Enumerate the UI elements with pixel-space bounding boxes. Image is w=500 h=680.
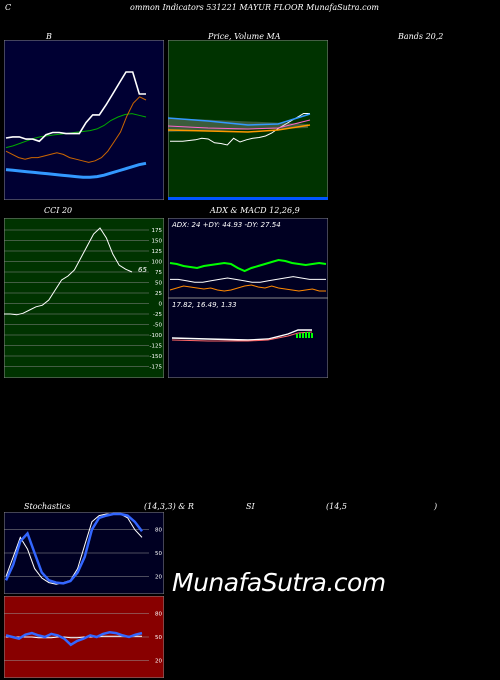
stoch-title-a: Stochastics	[24, 502, 71, 511]
ma-line-pink	[168, 119, 311, 130]
stoch-title-b: (14,3,3) & R	[144, 502, 194, 511]
adx-bg	[168, 218, 328, 298]
cci-tick-label: 175	[152, 228, 163, 234]
rsi-line	[5, 631, 143, 647]
cci-gridlines	[4, 229, 149, 367]
price-title: Price, Volume MA	[208, 32, 281, 41]
cci-line	[4, 227, 133, 316]
adx-chart: ADX: 24 +DY: 44.93 -DY: 27.54	[168, 218, 328, 298]
price-line	[170, 113, 310, 146]
cci-tick-label: -150	[150, 354, 163, 360]
stoch-tick-label: 20	[155, 574, 162, 580]
cci-tick-label: 25	[155, 291, 162, 297]
cci-tick-label: -50	[153, 323, 162, 329]
bollinger-mid-line	[5, 161, 147, 179]
price-volume-chart	[168, 40, 328, 200]
cci-chart: 175 150 125 100 75 50 25 0 -25 -50 -100 -125 -150 -17…	[4, 218, 164, 378]
stoch-tick-label: 50	[155, 551, 162, 557]
rsi-avg-line	[6, 635, 142, 639]
macd-histogram	[296, 332, 313, 338]
adx-info: ADX: 24 +DY: 44.93 -DY: 27.54	[171, 221, 281, 229]
cci-title: CCI 20	[44, 206, 73, 215]
cci-tick-label: -25	[153, 312, 162, 318]
adx-title: ADX & MACD 12,26,9	[210, 206, 300, 215]
stoch-tick-labels: 80 50 20	[155, 528, 162, 581]
macd-line	[171, 329, 312, 341]
stoch-title-c: SI	[246, 502, 255, 511]
bollinger-upper-line	[5, 113, 147, 149]
watermark: MunafaSutra.com	[172, 568, 386, 597]
stochastics-chart: 80 50 20	[4, 512, 164, 594]
rsi-chart: 80 50 20	[4, 596, 164, 678]
stoch-d-line	[4, 512, 143, 585]
stoch-gridlines	[4, 529, 149, 577]
rsi-tick-labels: 80 50 20	[155, 612, 162, 665]
stoch-tick-label: 80	[155, 528, 162, 534]
cci-value-label: 65	[138, 266, 147, 274]
bollinger-lower-line	[5, 96, 147, 163]
bands-title: Bands 20,2	[398, 32, 444, 41]
cci-tick-label: 50	[155, 281, 162, 287]
rsi-tick-label: 50	[155, 635, 162, 641]
bollinger-chart	[4, 40, 164, 200]
stoch-title-d: (14,5	[326, 502, 347, 511]
page-title: ommon Indicators 531221 MAYUR FLOOR Muna…	[130, 3, 379, 12]
cci-tick-label: -175	[150, 365, 163, 371]
ma-line-orange	[168, 124, 311, 133]
cci-tick-label: 75	[155, 270, 162, 276]
cci-tick-label: 150	[152, 239, 163, 245]
cci-tick-label: 0	[159, 302, 163, 308]
header-letter: C	[5, 3, 12, 12]
stoch-title-e: )	[434, 502, 438, 511]
cci-tick-label: 100	[152, 260, 163, 266]
volume-bar	[168, 197, 328, 200]
adx-line	[170, 276, 326, 283]
adx-di-plus-line	[169, 258, 327, 273]
b-title: B	[46, 32, 52, 41]
bollinger-price-line	[5, 71, 146, 143]
adx-di-minus-line	[169, 284, 326, 292]
ma-line-blue	[168, 113, 311, 126]
cci-tick-label: 125	[152, 249, 163, 255]
macd-signal-line	[171, 331, 313, 342]
cci-tick-label: -100	[150, 333, 163, 339]
macd-info: 17.82, 16.49, 1.33	[172, 301, 237, 309]
rsi-tick-label: 20	[155, 658, 162, 664]
cci-tick-label: -125	[150, 344, 163, 350]
rsi-tick-label: 80	[155, 612, 162, 618]
cci-tick-labels: 175 150 125 100 75 50 25 0 -25 -50 -100 -125 -150 -17…	[150, 228, 163, 371]
cci-bg	[4, 218, 164, 378]
macd-chart: 17.82, 16.49, 1.33	[168, 298, 328, 378]
